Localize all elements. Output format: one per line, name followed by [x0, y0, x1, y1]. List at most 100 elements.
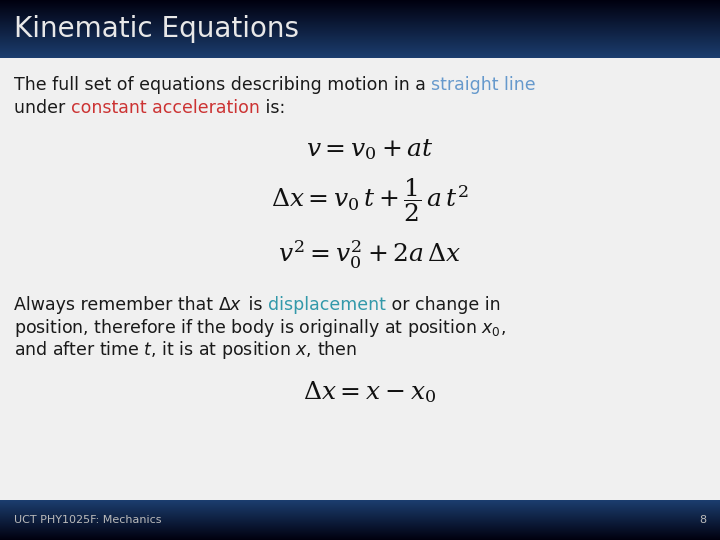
- Text: is: is: [243, 296, 268, 314]
- Text: displacement: displacement: [268, 296, 386, 314]
- Bar: [0, 516, 720, 517]
- Text: Always remember that: Always remember that: [14, 296, 218, 314]
- Bar: [0, 7, 720, 8]
- Bar: [0, 528, 720, 529]
- Bar: [0, 10, 720, 11]
- Bar: [0, 535, 720, 536]
- Bar: [0, 520, 720, 521]
- Bar: [0, 40, 720, 41]
- Bar: [0, 47, 720, 48]
- Bar: [0, 15, 720, 16]
- Bar: [0, 14, 720, 15]
- Bar: [0, 0, 720, 1]
- Bar: [0, 519, 720, 520]
- Bar: [0, 13, 720, 14]
- Text: UCT PHY1025F: Mechanics: UCT PHY1025F: Mechanics: [14, 515, 161, 525]
- Bar: [0, 42, 720, 43]
- Bar: [0, 537, 720, 538]
- Bar: [0, 57, 720, 58]
- Bar: [0, 511, 720, 512]
- Bar: [0, 529, 720, 530]
- Bar: [0, 505, 720, 506]
- Bar: [0, 44, 720, 45]
- Bar: [0, 8, 720, 9]
- Bar: [0, 48, 720, 49]
- Bar: [0, 23, 720, 24]
- Bar: [0, 18, 720, 19]
- Bar: [0, 49, 720, 50]
- Bar: [0, 16, 720, 17]
- Bar: [0, 508, 720, 509]
- Bar: [0, 53, 720, 54]
- Bar: [0, 515, 720, 516]
- Bar: [0, 521, 720, 522]
- Bar: [0, 513, 720, 514]
- Text: $\Delta x = v_0\,t + \dfrac{1}{2}\,a\,t^2$: $\Delta x = v_0\,t + \dfrac{1}{2}\,a\,t^…: [271, 176, 469, 224]
- Bar: [0, 538, 720, 539]
- Bar: [0, 35, 720, 36]
- Bar: [0, 532, 720, 533]
- Bar: [0, 527, 720, 528]
- Bar: [0, 534, 720, 535]
- Bar: [0, 46, 720, 47]
- Bar: [0, 2, 720, 3]
- Text: The full set of equations describing motion in a: The full set of equations describing mot…: [14, 76, 431, 94]
- Bar: [0, 5, 720, 6]
- Bar: [0, 503, 720, 504]
- Bar: [0, 28, 720, 29]
- Text: or change in: or change in: [386, 296, 500, 314]
- Bar: [0, 41, 720, 42]
- Text: is:: is:: [260, 99, 285, 117]
- Bar: [0, 33, 720, 34]
- Bar: [0, 55, 720, 56]
- Bar: [0, 30, 720, 31]
- Bar: [0, 58, 720, 500]
- Text: $v = v_0 + at$: $v = v_0 + at$: [306, 138, 434, 163]
- Bar: [0, 500, 720, 501]
- Bar: [0, 21, 720, 22]
- Text: 8: 8: [699, 515, 706, 525]
- Bar: [0, 518, 720, 519]
- Bar: [0, 517, 720, 518]
- Bar: [0, 39, 720, 40]
- Bar: [0, 11, 720, 12]
- Bar: [0, 509, 720, 510]
- Bar: [0, 50, 720, 51]
- Text: $\Delta x = x - x_0$: $\Delta x = x - x_0$: [303, 379, 436, 405]
- Bar: [0, 54, 720, 55]
- Bar: [0, 522, 720, 523]
- Bar: [0, 24, 720, 25]
- Bar: [0, 1, 720, 2]
- Bar: [0, 45, 720, 46]
- Bar: [0, 536, 720, 537]
- Bar: [0, 26, 720, 27]
- Bar: [0, 25, 720, 26]
- Bar: [0, 6, 720, 7]
- Bar: [0, 51, 720, 52]
- Bar: [0, 526, 720, 527]
- Bar: [0, 531, 720, 532]
- Bar: [0, 20, 720, 21]
- Text: under: under: [14, 99, 71, 117]
- Bar: [0, 504, 720, 505]
- Bar: [0, 501, 720, 502]
- Text: $v^2 = v_0^2 + 2a\,\Delta x$: $v^2 = v_0^2 + 2a\,\Delta x$: [279, 239, 462, 271]
- Bar: [0, 34, 720, 35]
- Bar: [0, 29, 720, 30]
- Bar: [0, 512, 720, 513]
- Bar: [0, 52, 720, 53]
- Text: Kinematic Equations: Kinematic Equations: [14, 15, 299, 43]
- Text: and after time $t$, it is at position $x$, then: and after time $t$, it is at position $x…: [14, 339, 357, 361]
- Bar: [0, 525, 720, 526]
- Bar: [0, 523, 720, 524]
- Bar: [0, 31, 720, 32]
- Bar: [0, 3, 720, 4]
- Bar: [0, 17, 720, 18]
- Bar: [0, 38, 720, 39]
- Bar: [0, 36, 720, 37]
- Bar: [0, 4, 720, 5]
- Text: $\Delta x$: $\Delta x$: [218, 296, 243, 314]
- Bar: [0, 22, 720, 23]
- Bar: [0, 9, 720, 10]
- Bar: [0, 12, 720, 13]
